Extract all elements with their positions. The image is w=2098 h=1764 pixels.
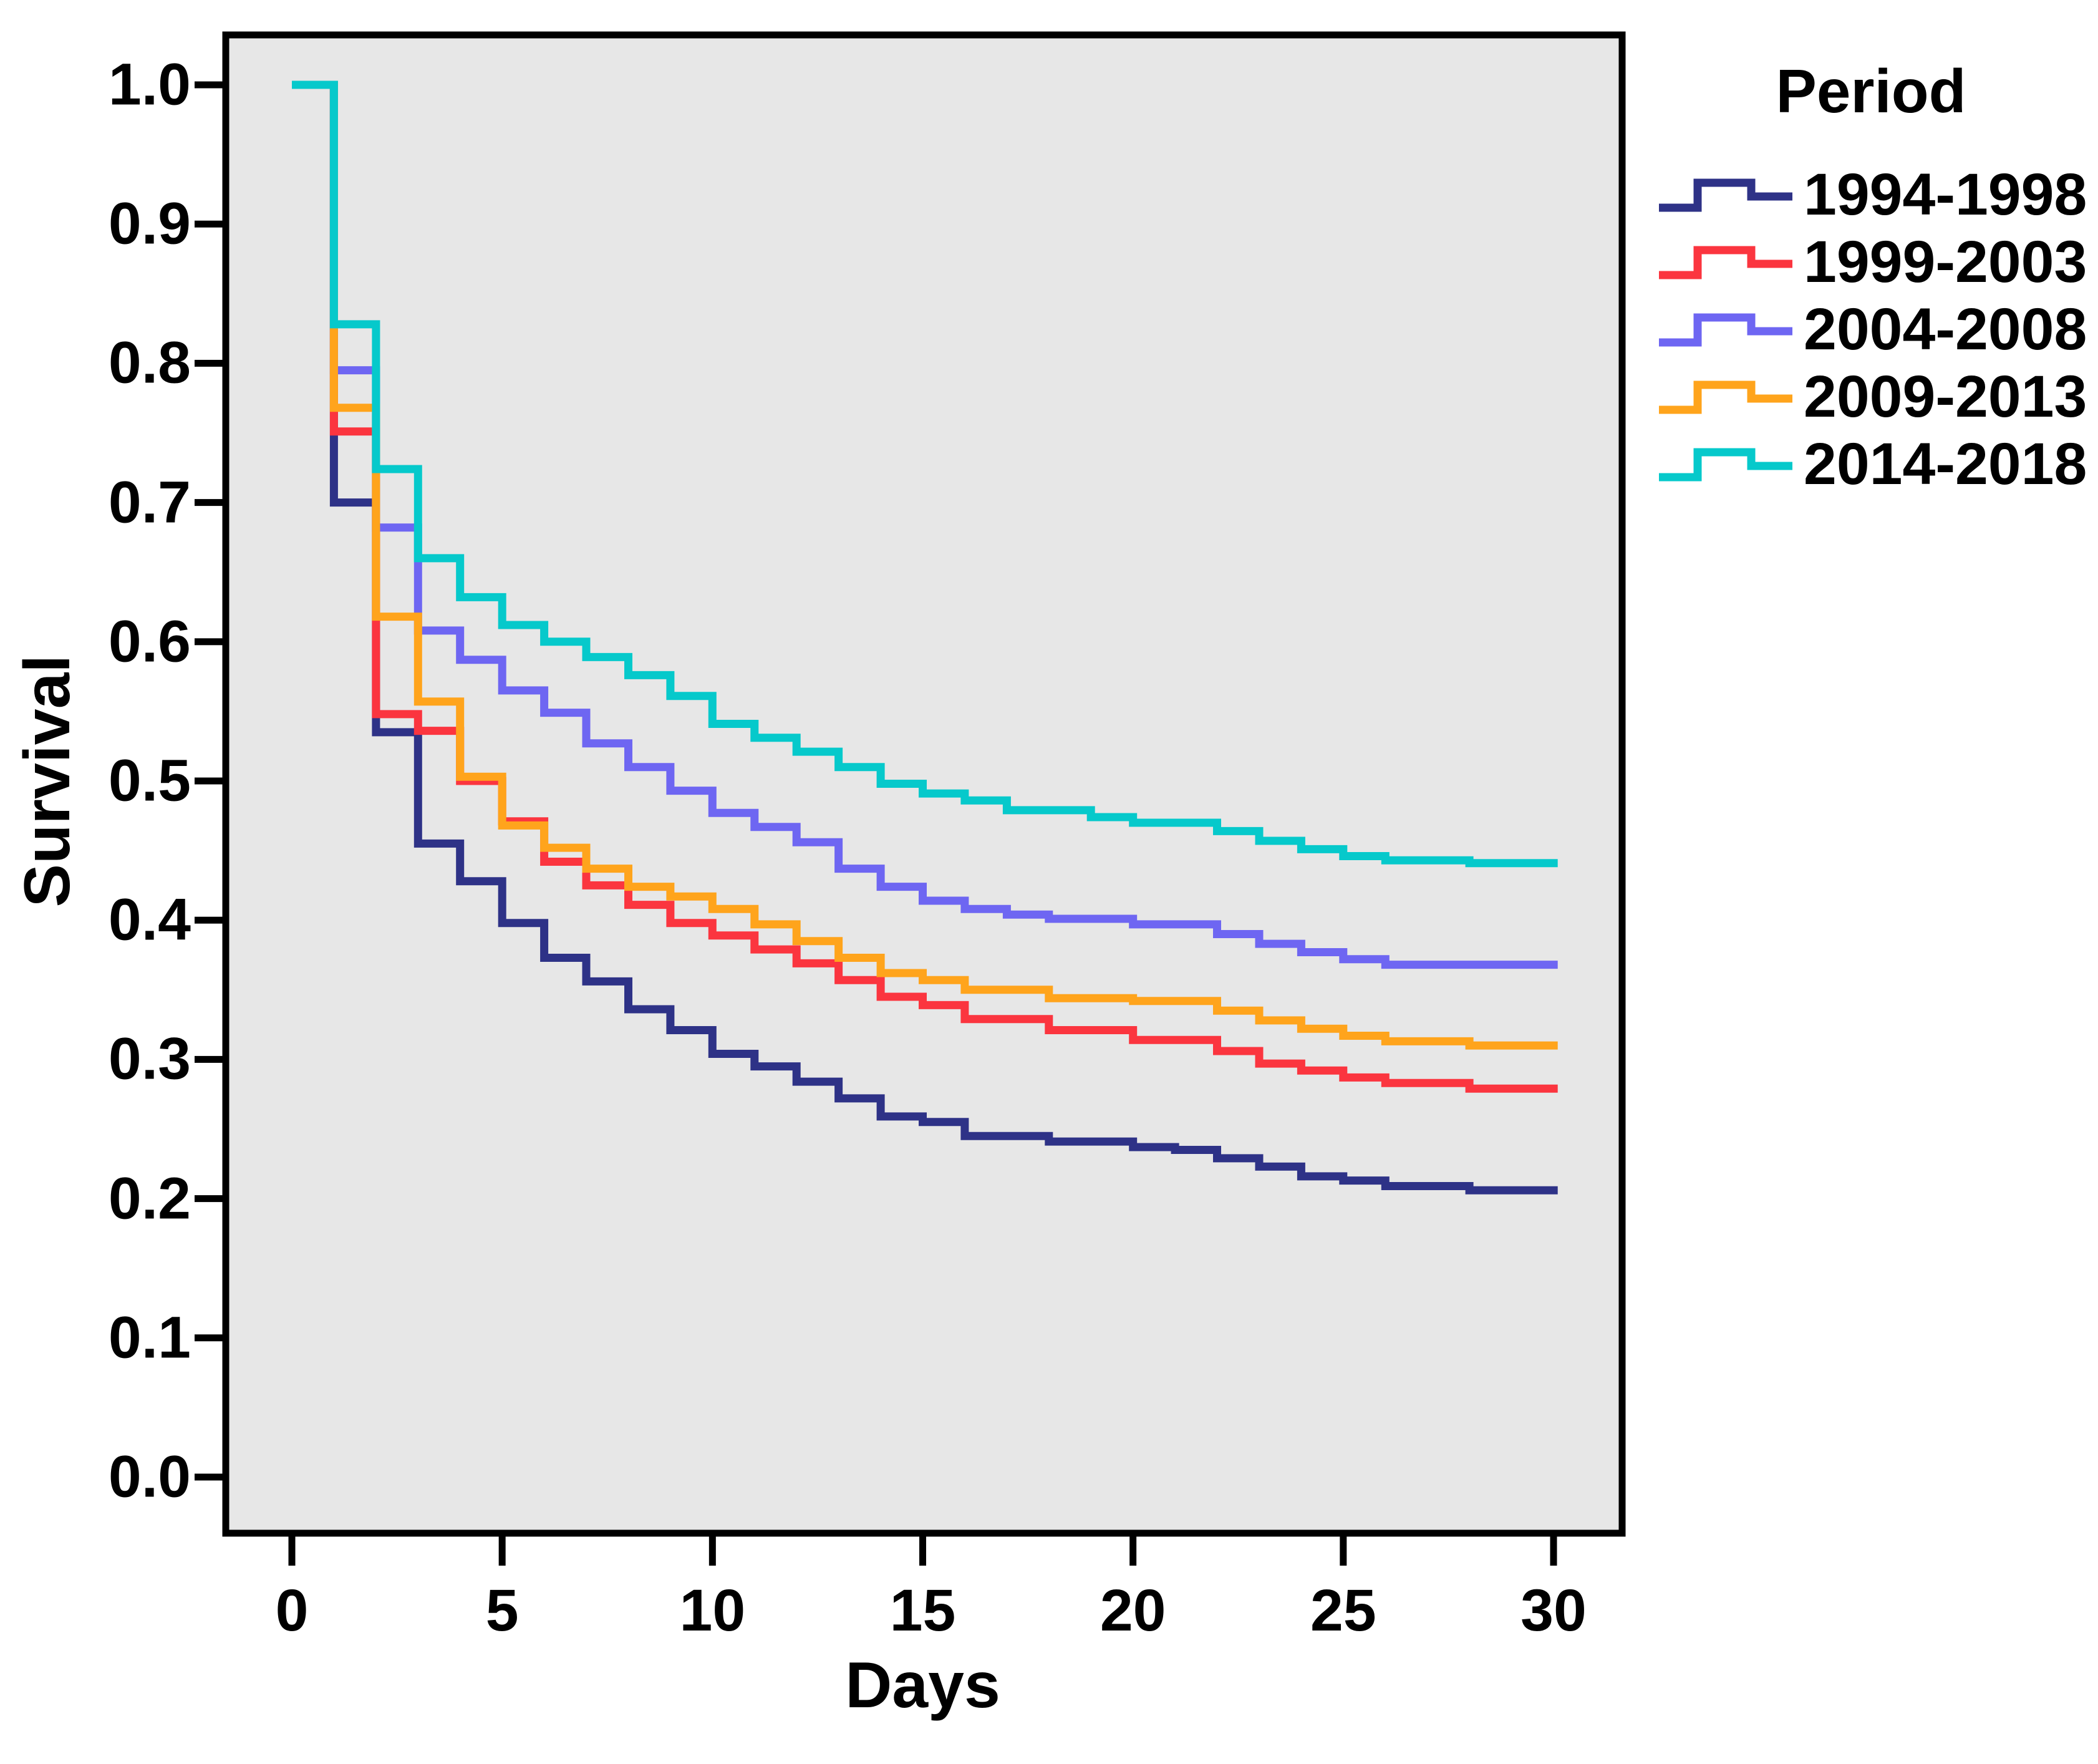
tick-mark [195, 499, 226, 506]
y-axis-tick-label: 0.9 [108, 190, 191, 257]
tick-mark [195, 220, 226, 228]
x-axis-tick-label: 30 [1520, 1577, 1587, 1644]
x-axis-tick-label: 20 [1100, 1577, 1166, 1644]
x-axis-tick-label: 15 [889, 1577, 956, 1644]
y-axis-tick-label: 0.3 [108, 1025, 191, 1092]
legend-item-1999-2003: 1999-2003 [1659, 228, 2087, 296]
legend-title: Period [1776, 57, 1966, 125]
x-axis-tick-label: 10 [679, 1577, 746, 1644]
axis-ticks [195, 81, 1557, 1566]
legend-items: 1994-1998 1999-2003 2004-2008 2009-2013 2014… [1659, 161, 2087, 498]
y-axis-tick-label: 0.8 [108, 329, 191, 396]
tick-mark [498, 1533, 506, 1566]
x-axis-title: Days [845, 1649, 1000, 1722]
y-axis-tick-label: 0.5 [108, 747, 191, 814]
tick-mark [195, 359, 226, 367]
legend-item-2009-2013: 2009-2013 [1659, 363, 2087, 430]
legend-sample-line [1659, 448, 1792, 482]
survival-curve-1994-1998 [292, 80, 1558, 1195]
tick-mark [195, 81, 226, 89]
legend-item-label: 1994-1998 [1804, 161, 2087, 228]
tick-mark [195, 777, 226, 785]
tick-mark [919, 1533, 926, 1566]
y-axis-tick-label: 0.4 [108, 886, 191, 953]
survival-curve-2004-2008 [292, 80, 1558, 969]
tick-mark [195, 1334, 226, 1342]
tick-mark [195, 1195, 226, 1203]
x-axis-tick-label: 25 [1310, 1577, 1376, 1644]
tick-mark [288, 1533, 296, 1566]
y-axis-tick-label: 0.7 [108, 469, 191, 536]
plot-border [222, 31, 1626, 1537]
tick-mark [1340, 1533, 1347, 1566]
tick-mark [195, 916, 226, 924]
tick-mark [708, 1533, 716, 1566]
tick-mark [195, 638, 226, 646]
survival-curves [292, 80, 1558, 1195]
legend-sample-line [1659, 313, 1792, 347]
survival-curve-2014-2018 [292, 80, 1558, 868]
legend-sample-line [1659, 246, 1792, 279]
tick-mark [195, 1055, 226, 1063]
y-axis-tick-label: 0.2 [108, 1165, 191, 1232]
legend-sample-line [1659, 178, 1792, 212]
legend-item-label: 1999-2003 [1804, 228, 2087, 295]
legend-item-1994-1998: 1994-1998 [1659, 161, 2087, 228]
tick-mark [195, 1473, 226, 1481]
legend: Period 1994-1998 1999-2003 2004-2008 2009-2… [1659, 56, 2087, 498]
legend-item-2014-2018: 2014-2018 [1659, 430, 2087, 498]
y-axis-tick-label: 0.0 [108, 1443, 191, 1510]
legend-item-label: 2009-2013 [1804, 363, 2087, 430]
legend-sample-line [1659, 380, 1792, 414]
tick-mark [1550, 1533, 1557, 1566]
tick-mark [1129, 1533, 1137, 1566]
x-axis-tick-label: 0 [275, 1577, 309, 1644]
legend-item-label: 2004-2008 [1804, 296, 2087, 362]
survival-curve-2009-2013 [292, 80, 1558, 1050]
x-axis-tick-label: 5 [485, 1577, 519, 1644]
y-axis-tick-label: 0.6 [108, 608, 191, 675]
survival-curve-1999-2003 [292, 80, 1558, 1093]
legend-item-label: 2014-2018 [1804, 430, 2087, 497]
y-axis-title: Survival [11, 654, 84, 908]
legend-item-2004-2008: 2004-2008 [1659, 296, 2087, 363]
y-axis-tick-label: 0.1 [108, 1304, 191, 1371]
y-axis-tick-label: 1.0 [108, 51, 191, 118]
